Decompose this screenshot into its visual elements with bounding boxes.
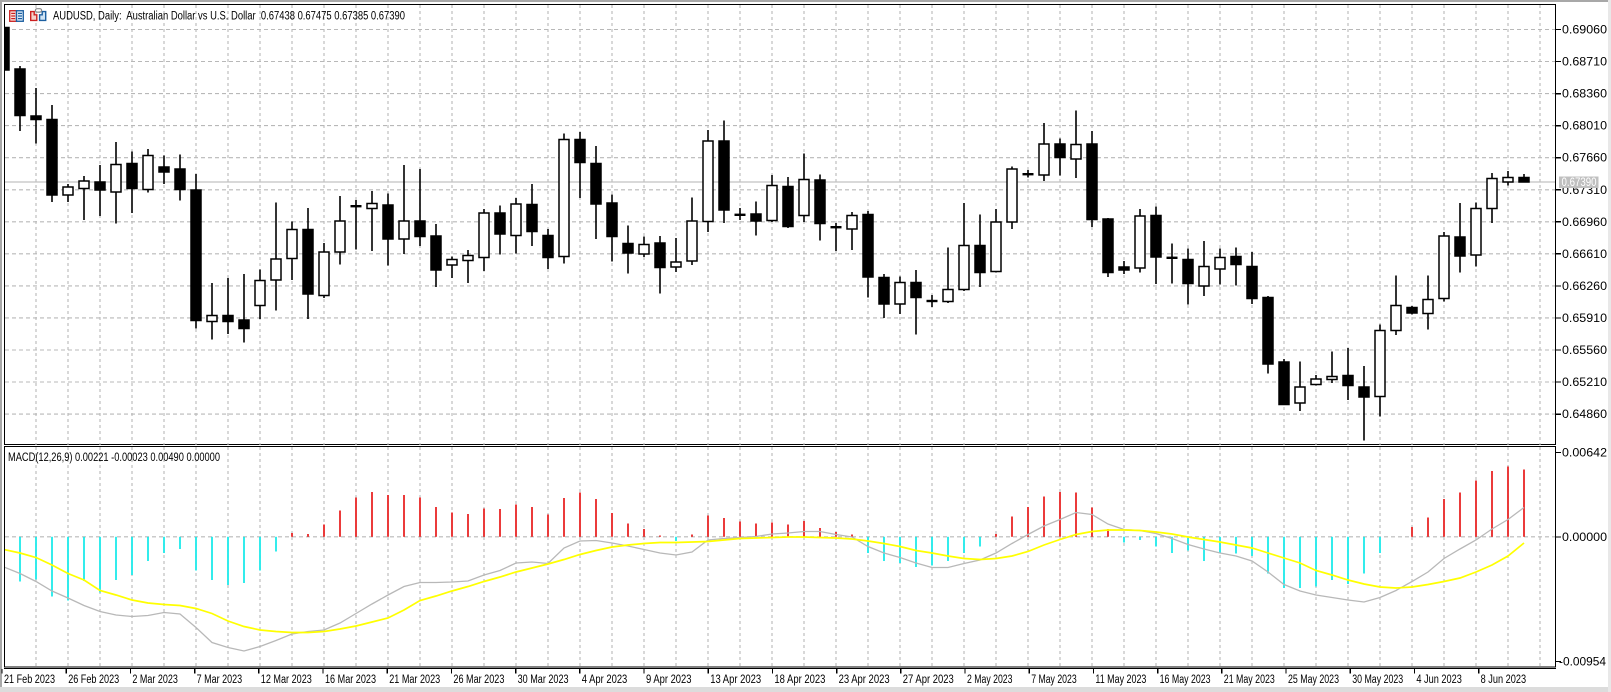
svg-text:MACD(12,26,9) 0.00221 -0.00023: MACD(12,26,9) 0.00221 -0.00023 0.00490 0…: [8, 452, 220, 464]
svg-text:0.68010: 0.68010: [1562, 121, 1607, 133]
svg-text:0.65210: 0.65210: [1562, 377, 1607, 389]
svg-text:0.68360: 0.68360: [1562, 89, 1607, 101]
svg-text:0.68710: 0.68710: [1562, 57, 1607, 69]
svg-text:12 Mar 2023: 12 Mar 2023: [261, 674, 312, 686]
svg-text:30 Mar 2023: 30 Mar 2023: [518, 674, 569, 686]
svg-text:4 Apr 2023: 4 Apr 2023: [582, 674, 628, 686]
svg-text:0.67390: 0.67390: [1562, 177, 1597, 189]
svg-text:0.00642: 0.00642: [1562, 448, 1607, 460]
svg-text:16 May 2023: 16 May 2023: [1160, 674, 1211, 686]
svg-text:0.67660: 0.67660: [1562, 153, 1607, 165]
svg-text:25 May 2023: 25 May 2023: [1288, 674, 1339, 686]
svg-text:26 Feb 2023: 26 Feb 2023: [68, 674, 119, 686]
svg-text:8 Jun 2023: 8 Jun 2023: [1481, 674, 1527, 686]
svg-text:-0.00954: -0.00954: [1559, 657, 1607, 669]
svg-text:9 Apr 2023: 9 Apr 2023: [646, 674, 692, 686]
svg-text:2 May 2023: 2 May 2023: [967, 674, 1013, 686]
svg-text:27 Apr 2023: 27 Apr 2023: [903, 674, 954, 686]
svg-text:26 Mar 2023: 26 Mar 2023: [453, 674, 504, 686]
svg-text:0.66610: 0.66610: [1562, 249, 1607, 261]
svg-text:4 Jun 2023: 4 Jun 2023: [1416, 674, 1462, 686]
svg-text:0.64860: 0.64860: [1562, 409, 1607, 421]
svg-text:30 May 2023: 30 May 2023: [1352, 674, 1403, 686]
svg-text:13 Apr 2023: 13 Apr 2023: [710, 674, 761, 686]
svg-text:18 Apr 2023: 18 Apr 2023: [774, 674, 825, 686]
svg-text:0.00000: 0.00000: [1562, 532, 1607, 544]
svg-text:16 Mar 2023: 16 Mar 2023: [325, 674, 376, 686]
svg-text:11 May 2023: 11 May 2023: [1095, 674, 1146, 686]
svg-text:0.66960: 0.66960: [1562, 217, 1607, 229]
svg-text:7 Mar 2023: 7 Mar 2023: [197, 674, 243, 686]
svg-text:21 May 2023: 21 May 2023: [1224, 674, 1275, 686]
svg-text:AUDUSD, Daily: Australian Dol: AUDUSD, Daily: Australian Dollar vs U.S.…: [53, 11, 405, 23]
svg-text:0.69060: 0.69060: [1562, 25, 1607, 37]
svg-text:0.66260: 0.66260: [1562, 281, 1607, 293]
svg-text:21 Feb 2023: 21 Feb 2023: [4, 674, 55, 686]
svg-text:23 Apr 2023: 23 Apr 2023: [839, 674, 890, 686]
svg-text:21 Mar 2023: 21 Mar 2023: [389, 674, 440, 686]
svg-text:7 May 2023: 7 May 2023: [1031, 674, 1077, 686]
svg-text:0.65560: 0.65560: [1562, 345, 1607, 357]
svg-text:0.65910: 0.65910: [1562, 313, 1607, 325]
svg-text:2 Mar 2023: 2 Mar 2023: [132, 674, 178, 686]
